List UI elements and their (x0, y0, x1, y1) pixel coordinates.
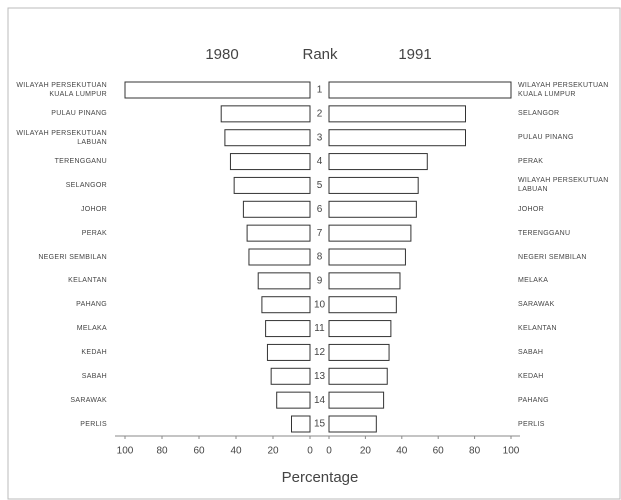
header-middle: Rank (302, 46, 338, 63)
x-tick-label: 40 (396, 446, 408, 457)
rank-label: 12 (314, 347, 326, 358)
bar (276, 391, 311, 409)
x-tick-label: 60 (193, 446, 205, 457)
bar (328, 176, 419, 194)
category-label: KEDAH (81, 348, 107, 356)
category-label: PERLIS (80, 420, 107, 428)
header-left: 1980 (205, 46, 238, 63)
bar (124, 81, 311, 99)
bar (242, 200, 311, 218)
rank-label: 11 (314, 323, 325, 334)
rank-label: 13 (314, 371, 326, 382)
rank-label: 3 (317, 132, 323, 143)
x-tick-label: 100 (117, 446, 134, 457)
bar (328, 81, 512, 99)
x-tick-label: 0 (326, 446, 332, 457)
bar (291, 415, 311, 433)
x-tick-label: 40 (230, 446, 242, 457)
rank-label: 10 (314, 299, 326, 310)
bar (261, 296, 311, 314)
bar (328, 248, 406, 266)
x-tick-label: 80 (156, 446, 168, 457)
frame (7, 7, 621, 500)
rank-label: 7 (317, 228, 323, 239)
bar (328, 367, 388, 385)
rank-label: 15 (314, 419, 326, 430)
bar (248, 248, 311, 266)
bar (328, 129, 466, 147)
category-label: JOHOR (518, 205, 544, 213)
category-label: WILAYAH PERSEKUTUAN KUALA LUMPUR (16, 82, 107, 98)
x-tick-label: 60 (433, 446, 445, 457)
category-label: SELANGOR (518, 110, 560, 118)
x-axis-label: Percentage (282, 469, 359, 486)
category-label: SABAH (81, 372, 107, 380)
bar (257, 272, 311, 290)
category-label: WILAYAH PERSEKUTUAN KUALA LUMPUR (518, 82, 609, 98)
bar (328, 200, 417, 218)
rank-label: 4 (317, 156, 323, 167)
x-tick-label: 20 (360, 446, 372, 457)
category-label: MELAKA (76, 325, 107, 333)
category-label: KEDAH (518, 372, 544, 380)
bar (328, 320, 392, 338)
category-label: PULAU PINANG (51, 110, 107, 118)
x-tick-label: 80 (469, 446, 481, 457)
category-label: PERAK (81, 229, 107, 237)
category-label: SABAH (518, 348, 544, 356)
header-right: 1991 (398, 46, 431, 63)
category-label: JOHOR (81, 205, 107, 213)
bar (328, 224, 412, 242)
bar (328, 415, 377, 433)
bar (328, 153, 428, 171)
bar (233, 176, 311, 194)
category-label: PULAU PINANG (518, 134, 574, 142)
bar (328, 391, 385, 409)
category-label: PERAK (518, 158, 544, 166)
bar (328, 272, 401, 290)
category-label: NEGERI SEMBILAN (518, 253, 587, 261)
x-tick-label: 20 (267, 446, 279, 457)
category-label: WILAYAH PERSEKUTUAN LABUAN (16, 129, 107, 146)
rank-label: 5 (317, 180, 323, 191)
rank-label: 8 (317, 252, 323, 263)
category-label: SARAWAK (518, 301, 555, 309)
rank-label: 9 (317, 275, 323, 286)
category-label: WILAYAH PERSEKUTUAN LABUAN (518, 177, 609, 194)
category-label: KELANTAN (68, 277, 107, 285)
bar (328, 296, 397, 314)
category-label: KELANTAN (518, 325, 557, 333)
rank-label: 2 (317, 108, 323, 119)
bar (220, 105, 311, 123)
category-label: SARAWAK (70, 396, 107, 404)
category-label: TERENGGANU (518, 229, 571, 237)
bar (246, 224, 311, 242)
category-label: TERENGGANU (54, 158, 107, 166)
x-tick-label: 0 (307, 446, 313, 457)
bar (328, 343, 390, 361)
category-label: PAHANG (518, 396, 549, 404)
bar (229, 153, 311, 171)
category-label: SELANGOR (65, 181, 107, 189)
bar (328, 105, 466, 123)
rank-label: 1 (317, 85, 323, 96)
bar (270, 367, 311, 385)
bar (266, 343, 311, 361)
rank-label: 14 (314, 395, 326, 406)
rank-label: 6 (317, 204, 323, 215)
x-tick-label: 100 (503, 446, 520, 457)
category-label: PERLIS (518, 420, 545, 428)
category-label: MELAKA (518, 277, 549, 285)
category-label: NEGERI SEMBILAN (38, 253, 107, 261)
category-label: PAHANG (76, 301, 107, 309)
bar (224, 129, 311, 147)
bar (265, 320, 311, 338)
